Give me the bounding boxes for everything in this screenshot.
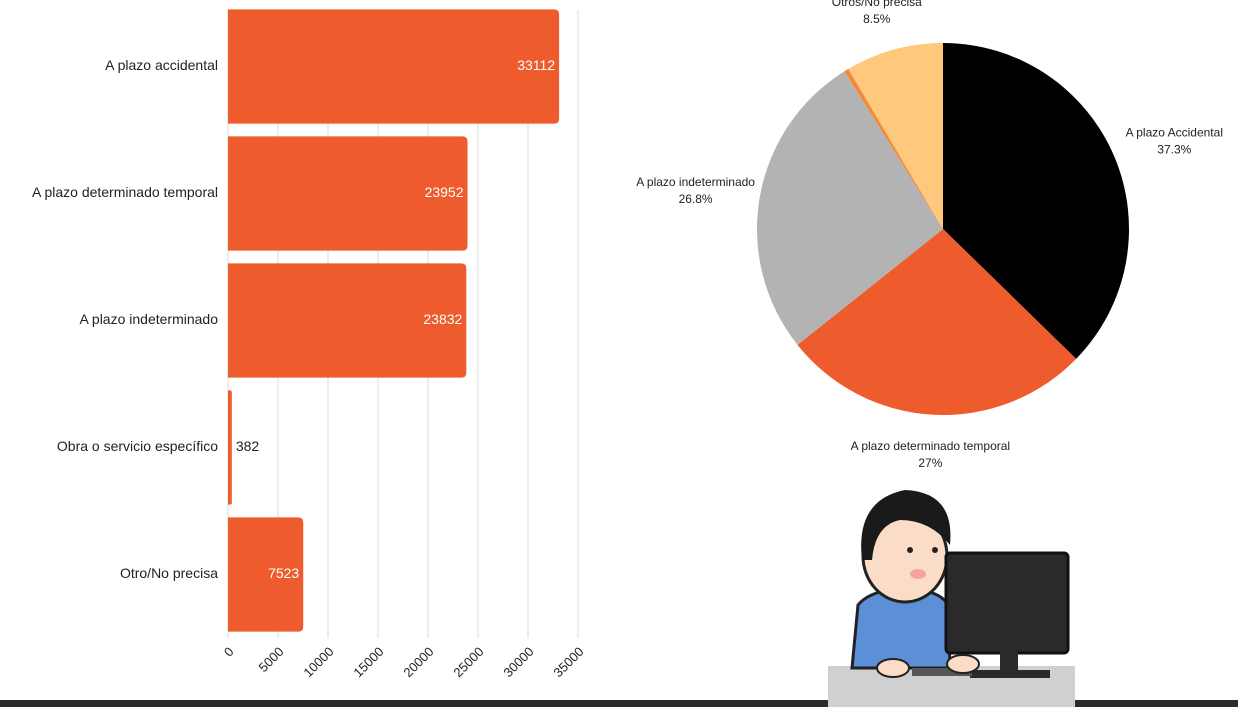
charts: 0 5000 10000 15000 20000 25000 30000 35000 A pla… xyxy=(32,0,1223,680)
slice-label: A plazo indeterminado xyxy=(636,175,755,189)
x-tick-label: 20000 xyxy=(400,644,436,680)
x-tick-label: 0 xyxy=(221,644,237,660)
hand xyxy=(946,654,980,674)
hair xyxy=(861,490,951,560)
pie-slice xyxy=(844,68,943,230)
illustration xyxy=(828,490,1075,707)
x-tick-label: 30000 xyxy=(500,644,536,680)
x-tick-label: 5000 xyxy=(255,644,286,675)
value-label: 382 xyxy=(236,438,260,454)
y-tick-label: A plazo determinado temporal xyxy=(32,184,218,200)
bar xyxy=(228,9,560,124)
bar xyxy=(228,517,304,632)
x-tick-label: 15000 xyxy=(350,644,386,680)
monitor xyxy=(944,551,1070,655)
bar xyxy=(228,136,468,251)
pie-slice xyxy=(756,71,943,345)
pie-slice xyxy=(848,43,943,229)
pie-slice xyxy=(797,229,1077,416)
cheek xyxy=(910,569,926,579)
keyboard xyxy=(912,668,972,676)
y-tick-label: Obra o servicio específico xyxy=(57,438,218,454)
slice-label: A plazo determinado temporal xyxy=(851,439,1010,453)
y-tick-label: Otro/No precisa xyxy=(120,565,218,581)
eye xyxy=(932,547,938,553)
slice-value: 26.8% xyxy=(679,192,713,206)
y-tick-label: A plazo accidental xyxy=(105,57,218,73)
value-label: 23832 xyxy=(423,311,462,327)
eye xyxy=(907,547,913,553)
slice-value: 8.5% xyxy=(863,12,891,26)
monitor-base xyxy=(970,670,1050,678)
value-label: 7523 xyxy=(268,565,299,581)
slice-label: A plazo Accidental xyxy=(1126,125,1223,139)
footer-bar xyxy=(0,700,1238,707)
value-label: 33112 xyxy=(517,57,555,73)
y-tick-label: A plazo indeterminado xyxy=(79,311,218,327)
bar xyxy=(228,263,467,378)
x-tick-label: 35000 xyxy=(550,644,586,680)
pie-slice xyxy=(943,43,1129,359)
value-label: 23952 xyxy=(425,184,464,200)
monitor-stand xyxy=(1000,650,1018,672)
bar xyxy=(228,390,232,505)
hand xyxy=(876,658,910,678)
x-tick-label: 25000 xyxy=(450,644,486,680)
x-tick-label: 10000 xyxy=(300,644,336,680)
slice-value: 37.3% xyxy=(1157,142,1191,156)
slice-label: Otros/No precisa xyxy=(832,0,922,9)
slice-value: 27% xyxy=(918,456,942,470)
